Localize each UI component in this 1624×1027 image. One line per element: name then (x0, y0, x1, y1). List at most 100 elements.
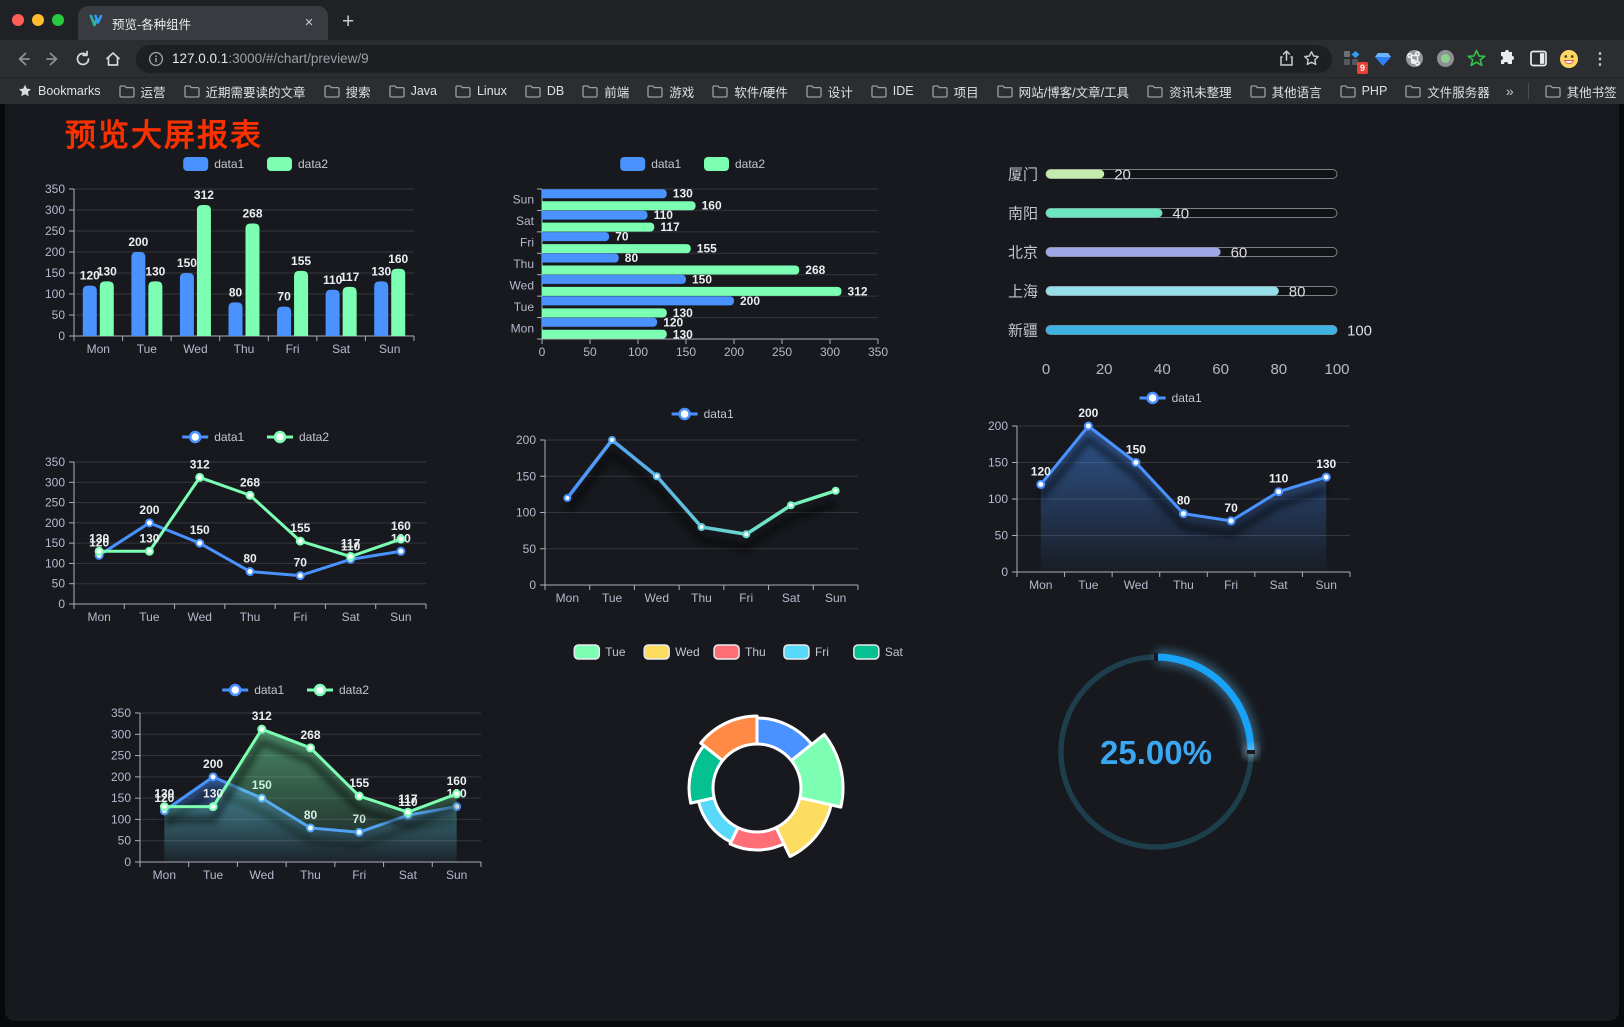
bookmark-folder[interactable]: Java (383, 82, 443, 100)
svg-text:200: 200 (516, 433, 536, 447)
svg-text:0: 0 (1042, 361, 1050, 378)
svg-text:Fri: Fri (739, 591, 753, 605)
bookmark-folder[interactable]: 近期需要读的文章 (178, 80, 312, 103)
star-extension-icon[interactable] (1464, 46, 1488, 72)
svg-text:data1: data1 (214, 157, 244, 171)
svg-text:Fri: Fri (1224, 578, 1238, 592)
svg-text:80: 80 (1289, 284, 1306, 301)
bookmark-folder[interactable]: 运营 (113, 80, 172, 103)
bookmark-folder[interactable]: IDE (865, 82, 920, 100)
svg-text:350: 350 (45, 182, 65, 196)
svg-text:25.00%: 25.00% (1100, 734, 1212, 771)
command-extension-icon[interactable] (1402, 46, 1426, 72)
tab-close-icon[interactable]: × (304, 14, 314, 31)
close-window-button[interactable] (12, 14, 24, 26)
svg-text:100: 100 (628, 345, 648, 359)
svg-text:130: 130 (145, 264, 165, 278)
svg-text:data1: data1 (214, 430, 244, 444)
bookmark-folder[interactable]: 搜索 (318, 80, 377, 103)
svg-text:120: 120 (663, 315, 683, 329)
svg-text:Wed: Wed (250, 868, 274, 882)
svg-text:80: 80 (229, 285, 243, 299)
svg-text:100: 100 (111, 812, 131, 826)
gem-extension-icon[interactable] (1371, 46, 1395, 72)
bookmark-folder[interactable]: PHP (1334, 82, 1394, 100)
bookmark-folder[interactable]: 项目 (926, 80, 985, 103)
minimize-window-button[interactable] (32, 14, 44, 26)
sidepanel-icon[interactable] (1526, 46, 1550, 72)
home-button[interactable] (98, 44, 128, 74)
bookmark-folder-label: 近期需要读的文章 (205, 85, 306, 100)
address-bar[interactable]: 127.0.0.1:3000/#/chart/preview/9 (136, 44, 1332, 73)
svg-text:312: 312 (190, 457, 210, 471)
svg-text:Thu: Thu (300, 868, 321, 882)
proxy-extension-icon[interactable]: 9 (1340, 46, 1368, 74)
svg-text:40: 40 (1154, 361, 1171, 378)
extensions-puzzle-icon[interactable] (1495, 46, 1519, 72)
svg-text:110: 110 (398, 795, 418, 809)
folder-icon (582, 84, 598, 98)
bookmarks-star-icon (19, 84, 31, 97)
svg-text:100: 100 (1347, 323, 1372, 340)
folder-icon (806, 84, 822, 98)
browser-tab[interactable]: 预览-各种组件 × (78, 6, 328, 40)
svg-text:80: 80 (625, 251, 639, 265)
other-bookmarks-folder[interactable]: 其他书签 (1539, 80, 1623, 103)
tab-favicon (88, 13, 104, 34)
bookmark-folder[interactable]: 网站/博客/文章/工具 (991, 80, 1135, 103)
bookmark-star-icon[interactable] (1303, 50, 1320, 67)
reload-button[interactable] (68, 44, 98, 74)
svg-text:Wed: Wed (1124, 578, 1148, 592)
svg-text:120: 120 (80, 269, 100, 283)
bookmark-folder-label: 前端 (604, 85, 630, 100)
emoji-extension-icon[interactable] (1557, 46, 1581, 72)
svg-text:350: 350 (111, 706, 131, 720)
svg-text:200: 200 (139, 503, 159, 517)
bookmark-folder[interactable]: 设计 (800, 80, 859, 103)
svg-text:155: 155 (291, 254, 311, 268)
bookmarks-overflow-button[interactable]: » (1505, 83, 1514, 99)
svg-text:350: 350 (868, 345, 888, 359)
svg-text:150: 150 (692, 272, 712, 286)
svg-text:268: 268 (300, 728, 320, 742)
bookmark-folder[interactable]: Linux (449, 82, 513, 100)
bookmark-folder-label: 项目 (953, 85, 979, 100)
bookmark-folder[interactable]: DB (519, 82, 570, 100)
svg-text:130: 130 (673, 306, 693, 320)
bookmark-folder[interactable]: 其他语言 (1244, 80, 1328, 103)
bookmark-folder[interactable]: 前端 (576, 80, 635, 103)
new-tab-button[interactable]: + (342, 10, 355, 33)
back-button[interactable] (8, 44, 38, 74)
svg-text:300: 300 (820, 345, 840, 359)
share-icon[interactable] (1278, 50, 1295, 67)
bookmarks-root[interactable]: Bookmarks (12, 82, 107, 100)
url-host: 127.0.0.1 (172, 51, 229, 66)
bookmark-folder-label: DB (546, 84, 565, 98)
svg-text:Tue: Tue (137, 342, 158, 356)
svg-text:0: 0 (58, 329, 65, 343)
svg-text:50: 50 (583, 345, 597, 359)
svg-text:Tue: Tue (605, 645, 626, 659)
recorder-extension-icon[interactable] (1433, 46, 1457, 72)
bookmark-folder[interactable]: 游戏 (641, 80, 700, 103)
svg-text:150: 150 (111, 791, 131, 805)
bookmark-folder[interactable]: 资讯未整理 (1141, 80, 1238, 103)
svg-text:50: 50 (118, 834, 132, 848)
svg-text:Mon: Mon (556, 591, 579, 605)
svg-text:70: 70 (294, 556, 308, 570)
bookmark-folder-label: 网站/博客/文章/工具 (1018, 85, 1130, 100)
folder-icon (1544, 84, 1561, 98)
svg-text:0: 0 (58, 597, 65, 611)
bookmark-folder[interactable]: 文件服务器 (1399, 80, 1496, 103)
svg-text:Thu: Thu (240, 610, 261, 624)
zoom-window-button[interactable] (52, 14, 64, 26)
browser-menu-icon[interactable]: ⋮ (1592, 50, 1608, 68)
chart-gradient-line: data1 0 50 100 150 200 Mon Tue Wed Thu Fri Sat Sun (500, 398, 910, 613)
svg-text:100: 100 (516, 506, 536, 520)
site-info-icon[interactable] (148, 51, 164, 67)
svg-text:100: 100 (45, 556, 65, 570)
svg-text:0: 0 (539, 345, 546, 359)
forward-button[interactable] (38, 44, 68, 74)
bookmark-folder[interactable]: 软件/硬件 (706, 80, 793, 103)
svg-text:110: 110 (1269, 472, 1289, 486)
